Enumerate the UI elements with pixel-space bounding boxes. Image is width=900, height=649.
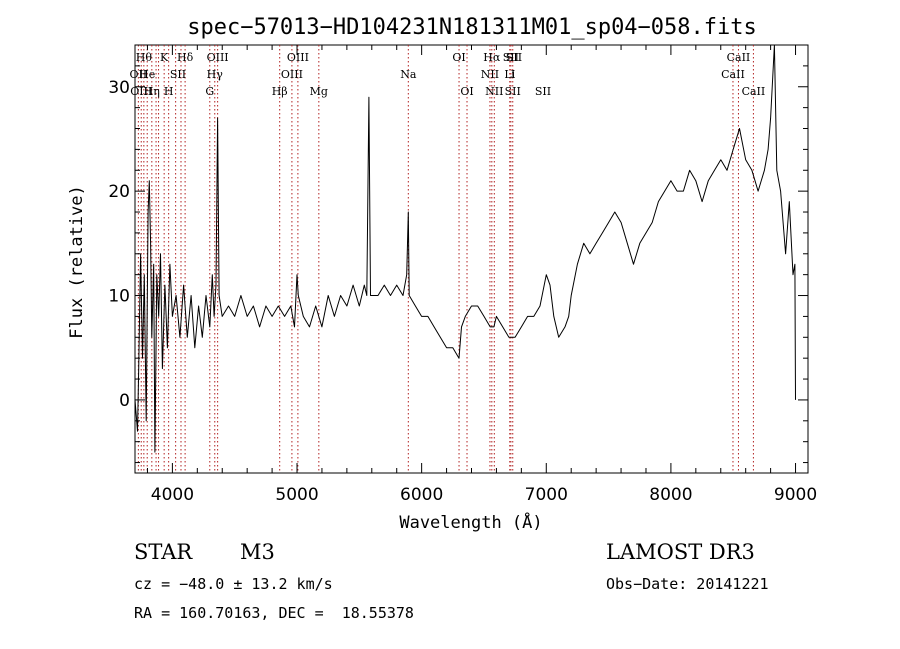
marker-label: OII: [130, 68, 148, 81]
x-tick-label: 5000: [275, 485, 318, 505]
marker-label-extra: SII: [170, 68, 186, 81]
marker-label: Hα: [483, 51, 501, 64]
redshift-text: cz = −48.0 ± 13.2 km/s: [134, 575, 333, 593]
marker-label: SII: [503, 51, 519, 64]
x-tick-label: 7000: [525, 485, 568, 505]
marker-label: CaII: [721, 68, 745, 81]
survey-label: LAMOST DR3: [606, 540, 755, 564]
marker-label-extra: SII: [506, 51, 522, 64]
line-marker-labels: OIIOIIIHθHeHηKHHδGHγOIIIHβOIIIOIIIMgNaOI…: [130, 51, 766, 98]
marker-label: Hβ: [272, 85, 288, 98]
marker-label: NII: [481, 68, 499, 81]
marker-label: NII: [485, 85, 503, 98]
marker-label: OIII: [287, 51, 309, 64]
marker-label: Hη: [144, 85, 160, 98]
marker-label: Na: [400, 68, 417, 81]
subclass-label: M3: [240, 540, 275, 564]
x-tick-label: 8000: [649, 485, 692, 505]
x-tick-label: 6000: [400, 485, 443, 505]
marker-label: CaII: [742, 85, 766, 98]
class-label: STAR: [134, 540, 193, 564]
marker-label: H: [164, 85, 174, 98]
marker-label: CaII: [727, 51, 751, 64]
series-layer: [134, 44, 796, 453]
series-flux: [134, 44, 796, 453]
marker-label: Hθ: [136, 51, 153, 64]
marker-label: OIII: [281, 68, 303, 81]
line-markers: [137, 45, 754, 473]
marker-label: Hδ: [177, 51, 194, 64]
extra-labels: SII SII I SII: [170, 51, 551, 98]
marker-label: He: [139, 68, 155, 81]
marker-label-extra: SII: [535, 85, 551, 98]
plot-frame: [134, 44, 809, 474]
x-tick-label: 4000: [151, 485, 194, 505]
marker-label: K: [160, 51, 169, 64]
y-axis: 0 10 20 30: [108, 44, 808, 464]
y-tick-label: 0: [119, 391, 130, 411]
marker-label: OIII: [207, 51, 229, 64]
y-tick-label: 30: [108, 78, 130, 98]
x-axis: 4000 5000 6000 7000 8000 9000: [146, 45, 817, 505]
marker-label-extra: I: [511, 68, 515, 81]
marker-label: Mg: [310, 85, 328, 98]
marker-label: Hγ: [207, 68, 224, 81]
x-axis-label: Wavelength (Å): [399, 511, 542, 533]
y-tick-label: 20: [108, 182, 130, 202]
marker-label: OI: [452, 51, 465, 64]
marker-label: SII: [505, 85, 521, 98]
chart-title: spec−57013−HD104231N181311M01_sp04−058.f…: [187, 15, 757, 40]
coords-text: RA = 160.70163, DEC = 18.55378: [134, 604, 414, 622]
plot-border: [134, 44, 809, 474]
obs-date-text: Obs−Date: 20141221: [606, 575, 769, 593]
y-tick-label: 10: [108, 287, 130, 307]
y-axis-label: Flux (relative): [67, 185, 87, 339]
x-tick-label: 9000: [774, 485, 817, 505]
marker-label: G: [205, 85, 214, 98]
marker-label: Li: [504, 68, 515, 81]
marker-label: OIII: [130, 85, 152, 98]
marker-label: OI: [460, 85, 473, 98]
